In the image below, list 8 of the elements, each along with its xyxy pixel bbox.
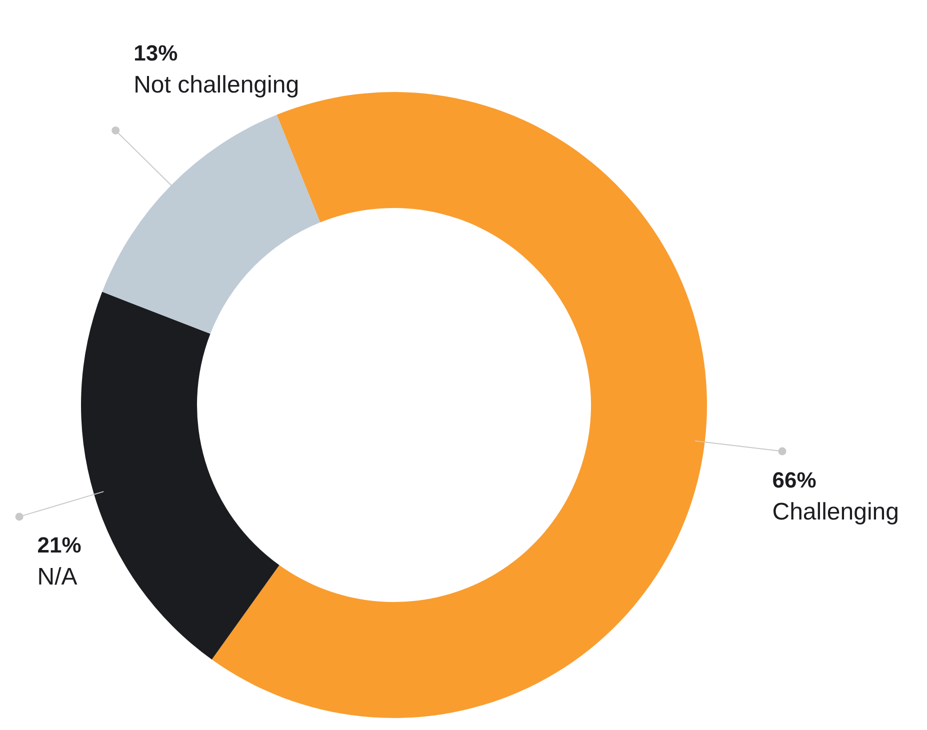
donut-slice bbox=[81, 292, 280, 660]
slice-label: Challenging bbox=[772, 498, 900, 526]
slice-label: N/A bbox=[37, 564, 78, 591]
slice-label: Not challenging bbox=[134, 71, 300, 98]
data-label: 13% bbox=[134, 40, 178, 66]
data-label: 21% bbox=[37, 532, 82, 558]
data-label: 66% bbox=[772, 467, 816, 492]
donut-slice bbox=[102, 114, 320, 334]
